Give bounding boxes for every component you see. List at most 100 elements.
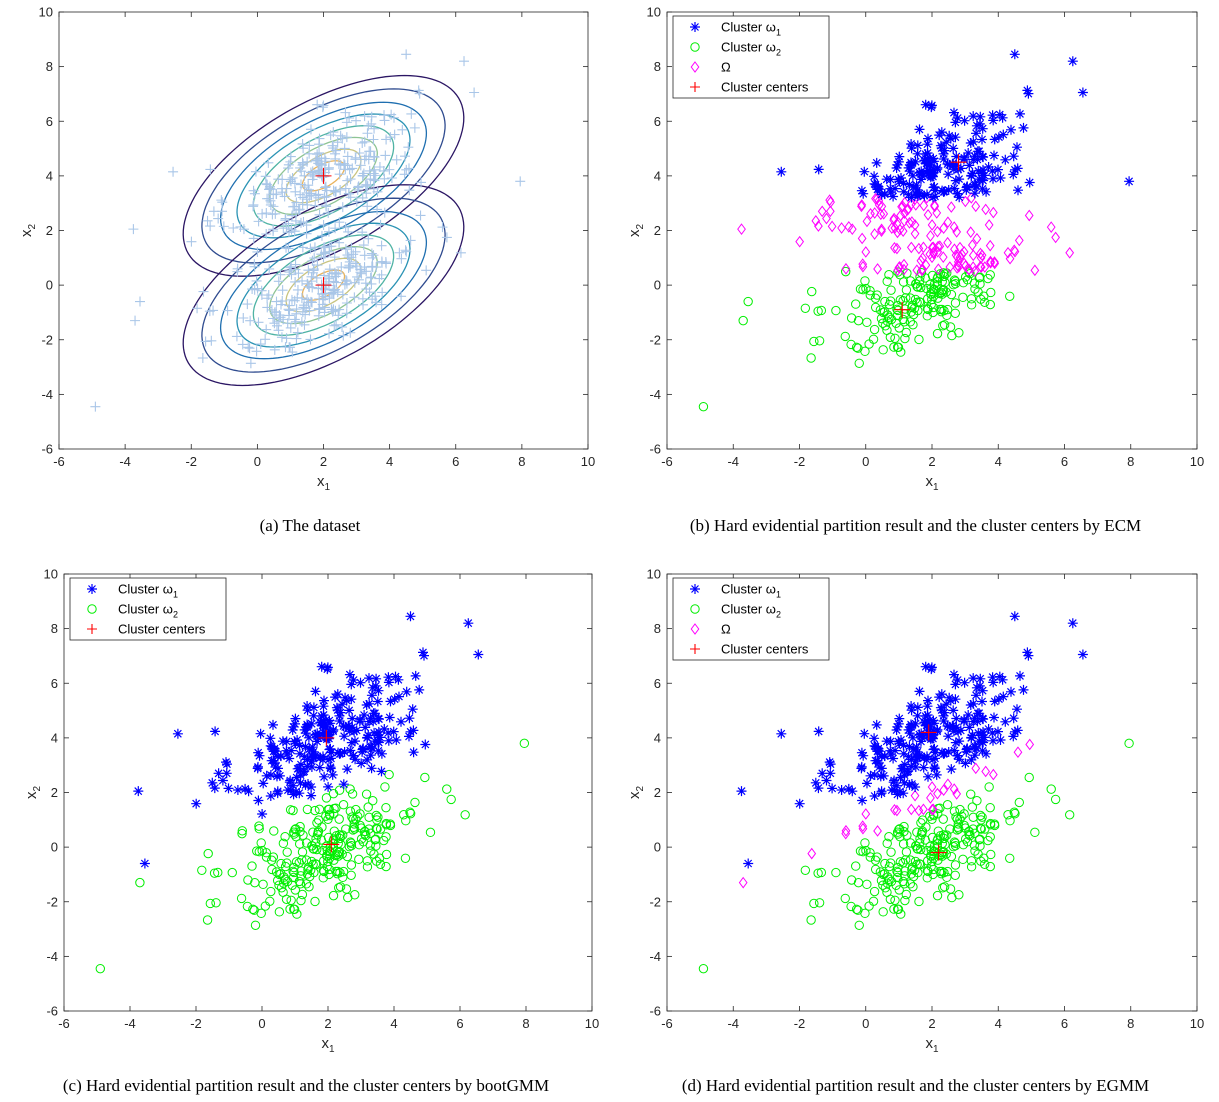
- data-point-cluster1: [272, 786, 283, 797]
- data-point-cluster1: [1010, 164, 1020, 175]
- x-tick-label: -4: [727, 454, 739, 469]
- data-point-cluster2: [890, 895, 900, 905]
- data-point: [281, 242, 292, 253]
- data-point-cluster1: [355, 714, 366, 725]
- legend: Cluster ω1 Cluster ω2 Cluster centers: [69, 577, 227, 641]
- data-point-cluster2: [970, 284, 980, 294]
- data-point-omega: [905, 217, 914, 229]
- data-point-cluster1: [373, 685, 384, 696]
- data-point-cluster2: [254, 847, 264, 857]
- data-point-cluster2: [886, 847, 896, 857]
- data-point: [366, 248, 377, 259]
- data-point-omega: [952, 788, 962, 800]
- data-point: [248, 233, 259, 244]
- data-point-cluster2: [364, 812, 374, 823]
- data-point-cluster2: [922, 311, 932, 321]
- data-point-cluster1: [906, 721, 917, 731]
- data-point-cluster1: [1006, 124, 1016, 135]
- data-point-cluster2: [901, 847, 912, 857]
- data-point-cluster1: [974, 680, 985, 691]
- data-point-cluster1: [966, 171, 977, 181]
- data-point-cluster2: [254, 821, 264, 831]
- data-point-cluster1: [1008, 169, 1019, 180]
- data-point-cluster2: [869, 324, 880, 335]
- data-point-cluster1: [978, 737, 989, 748]
- data-point: [340, 275, 351, 286]
- y-tick-label: -6: [649, 442, 661, 457]
- data-point-cluster1: [904, 741, 915, 752]
- data-point: [459, 56, 470, 67]
- data-point-cluster1: [294, 788, 305, 799]
- data-point-omega: [943, 216, 953, 229]
- data-point-omega: [841, 827, 851, 840]
- data-point-cluster2: [312, 844, 322, 855]
- data-point: [222, 305, 233, 316]
- data-point-cluster1: [328, 726, 339, 737]
- data-point-cluster2: [939, 305, 949, 316]
- data-point-cluster2: [250, 920, 261, 930]
- data-point-omega: [976, 247, 985, 260]
- legend-marker-star: [690, 22, 700, 32]
- data-point-cluster2: [519, 738, 530, 749]
- data-point-cluster2: [809, 336, 819, 347]
- data-point-cluster1: [932, 164, 943, 175]
- data-point-cluster1: [310, 729, 321, 740]
- data-point-cluster2: [352, 811, 363, 821]
- data-point-cluster2: [974, 835, 984, 845]
- data-point-cluster2: [868, 896, 879, 906]
- data-point-cluster2: [310, 896, 320, 907]
- data-point-cluster1: [1012, 163, 1023, 174]
- legend-label: Cluster ω2: [721, 40, 781, 58]
- data-point-omega: [971, 762, 981, 775]
- data-point-cluster1: [821, 775, 832, 786]
- data-point-cluster2: [381, 820, 392, 830]
- data-point: [314, 158, 325, 169]
- data-point-cluster2: [237, 828, 247, 839]
- data-point-cluster1: [954, 192, 965, 203]
- data-point: [264, 183, 275, 194]
- data-point-omega: [923, 208, 933, 221]
- y-tick-label: 10: [44, 567, 58, 582]
- x-tick-label: 10: [1190, 454, 1204, 469]
- data-point-cluster2: [948, 279, 959, 290]
- data-point-cluster2: [290, 885, 301, 895]
- data-point-cluster2: [898, 277, 909, 287]
- legend-marker-diamond: [690, 61, 700, 73]
- data-point-cluster1: [1010, 726, 1020, 737]
- data-point-cluster1: [988, 677, 999, 688]
- contour-line: [236, 222, 411, 348]
- cluster-center: [930, 844, 947, 861]
- data-point: [268, 313, 279, 324]
- data-point-cluster2: [202, 915, 213, 925]
- y-tick-label: 4: [654, 730, 661, 745]
- data-point-cluster1: [300, 779, 311, 790]
- data-point-cluster1: [303, 732, 314, 743]
- data-point-omega: [795, 235, 805, 248]
- data-point: [312, 99, 323, 110]
- data-point-cluster1: [324, 715, 335, 726]
- data-point-cluster2: [323, 832, 334, 843]
- data-point-cluster1: [294, 740, 305, 751]
- data-point: [287, 172, 298, 183]
- data-point-cluster2: [851, 299, 861, 309]
- data-point-cluster1: [306, 750, 317, 760]
- data-point: [415, 210, 426, 221]
- data-point-cluster1: [209, 783, 220, 794]
- data-point: [341, 308, 352, 319]
- data-point-cluster2: [341, 824, 351, 834]
- data-point-cluster1: [971, 128, 981, 139]
- data-point-cluster1: [1012, 725, 1023, 736]
- data-point-cluster2: [331, 803, 341, 813]
- data-point-cluster1: [994, 109, 1005, 120]
- data-point-cluster1: [924, 165, 935, 176]
- x-tick-label: -2: [794, 1016, 806, 1031]
- data-point-omega: [988, 206, 998, 219]
- data-point: [197, 353, 208, 364]
- data-point-cluster1: [969, 151, 980, 162]
- data-point-cluster1: [978, 714, 989, 725]
- data-point: [323, 226, 334, 237]
- data-point: [320, 156, 331, 167]
- data-point-cluster2: [297, 889, 308, 900]
- data-point-cluster1: [858, 188, 869, 199]
- data-point-cluster2: [941, 287, 951, 297]
